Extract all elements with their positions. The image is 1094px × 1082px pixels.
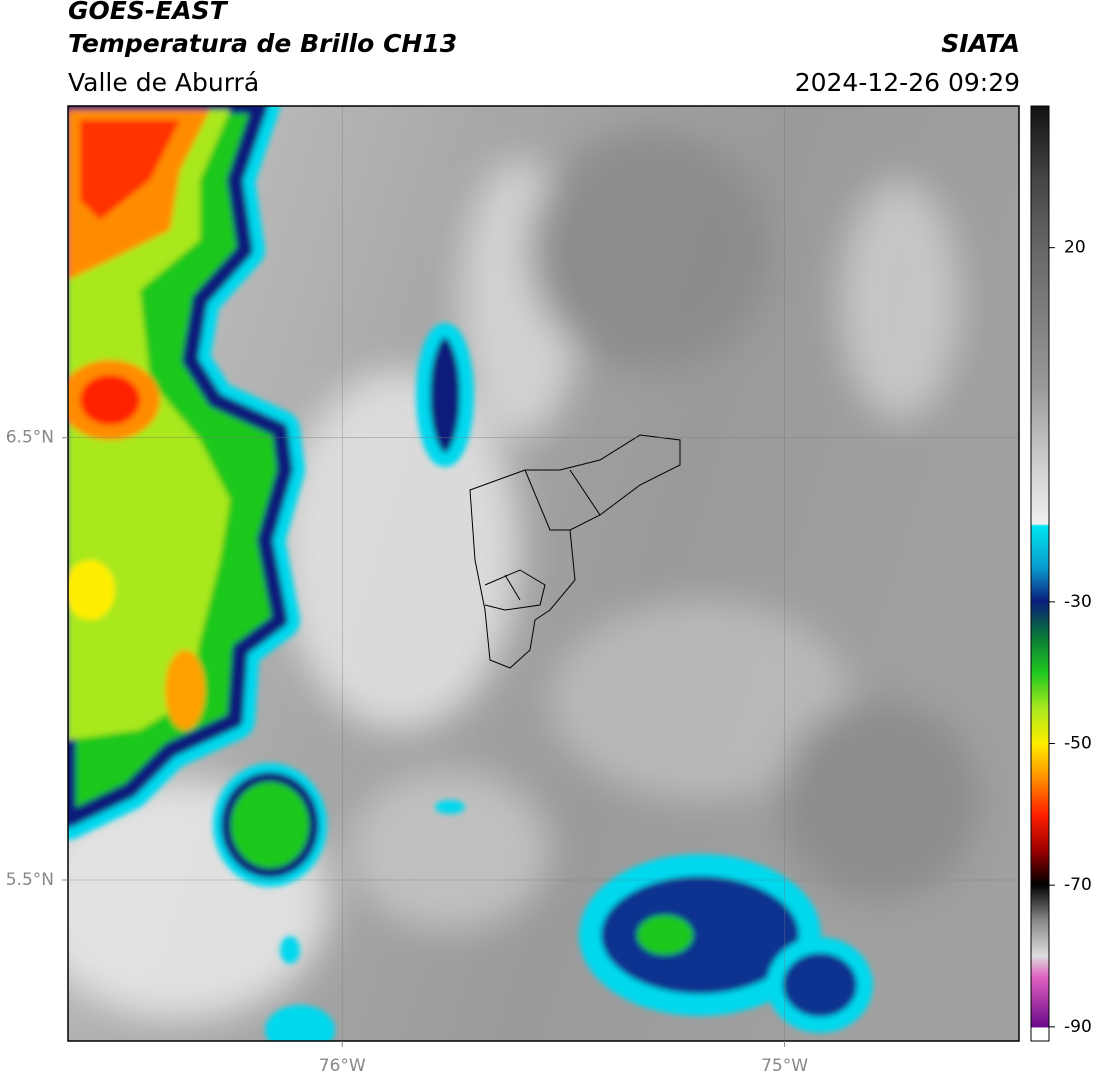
colorbar — [1030, 105, 1050, 1042]
datetime: 2024-12-26 09:29 — [795, 68, 1020, 97]
x-tick-label: 75°W — [761, 1056, 808, 1076]
colorbar-tick-label: -50 — [1064, 734, 1092, 754]
colorbar-tick-label: -90 — [1064, 1017, 1092, 1037]
colorbar-tick-label: -30 — [1064, 592, 1092, 612]
y-tick-label: 6.5°N — [6, 428, 54, 448]
x-tick-label: 76°W — [319, 1056, 366, 1076]
colorbar-tick-label: 20 — [1064, 238, 1086, 258]
imagery — [68, 106, 1019, 1041]
region: Valle de Aburrá — [68, 68, 259, 97]
subtitle: Temperatura de Brillo CH13 — [68, 29, 457, 58]
source: SIATA — [941, 29, 1020, 58]
map-frame — [67, 105, 1020, 1042]
title: GOES-EAST — [68, 0, 229, 25]
colorbar-tick-label: -70 — [1064, 875, 1092, 895]
y-tick-label: 5.5°N — [6, 870, 54, 890]
